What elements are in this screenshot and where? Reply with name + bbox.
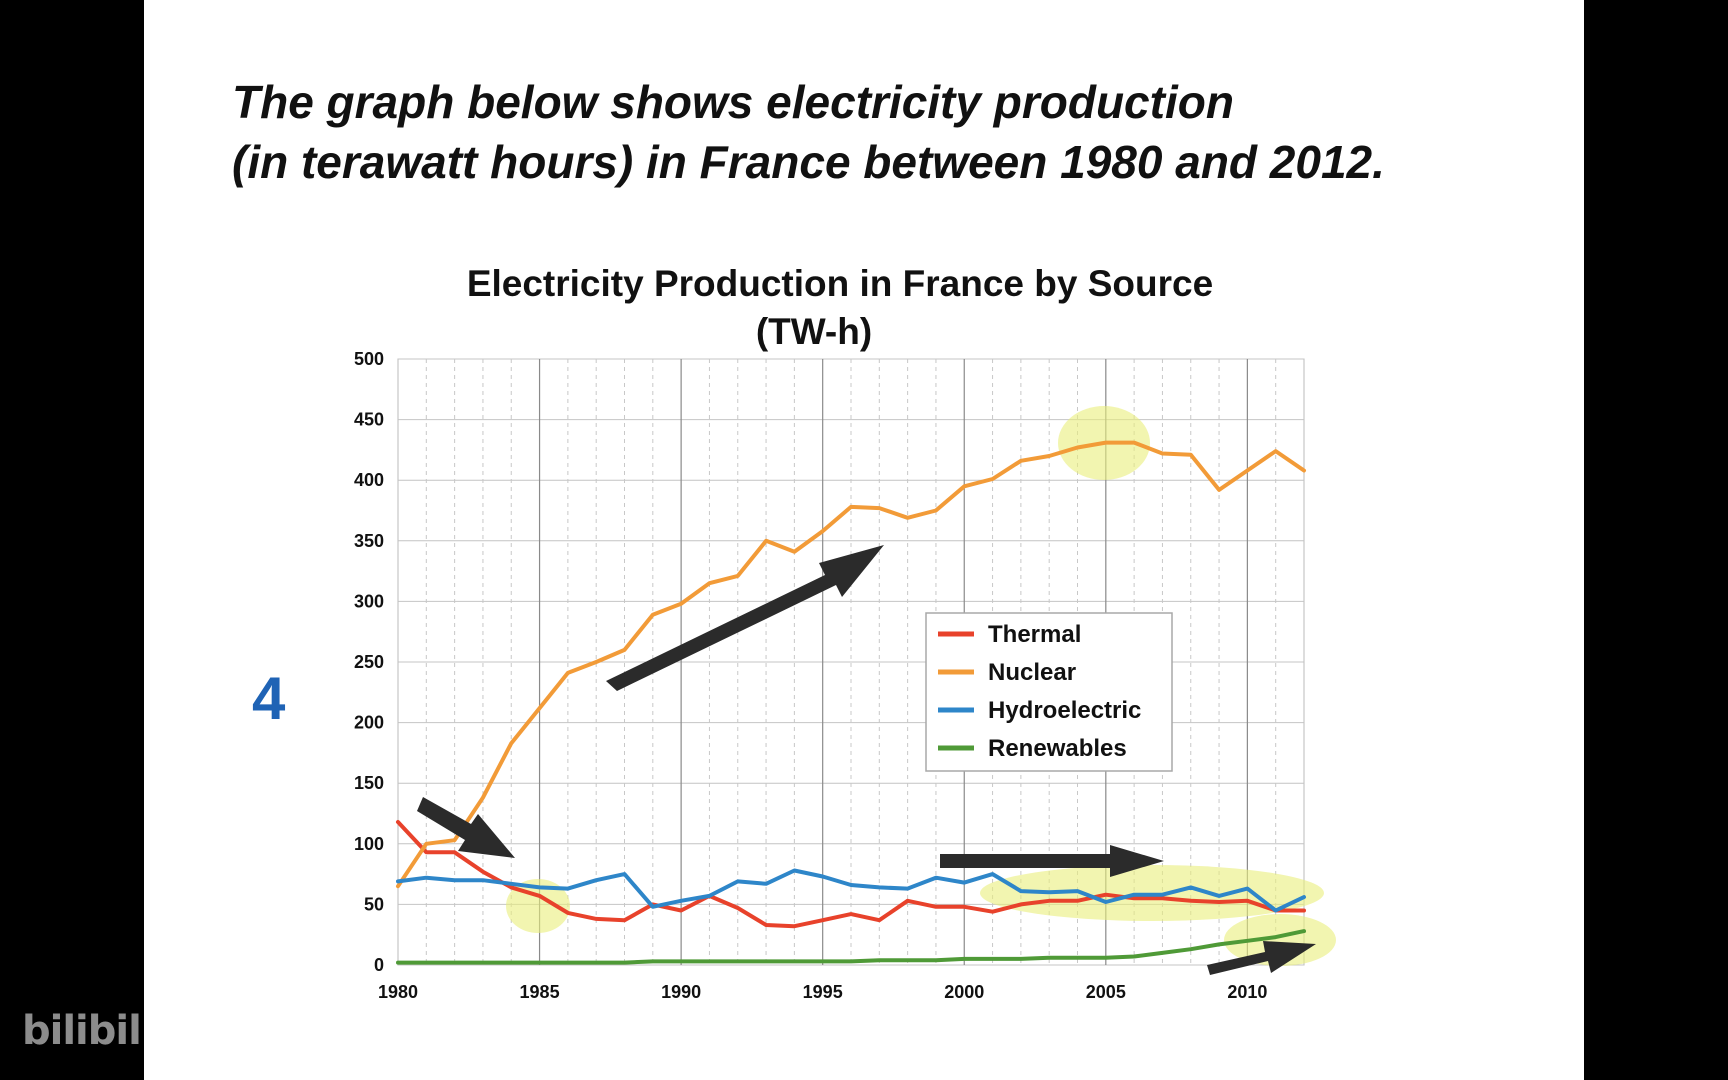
y-tick-label: 50 bbox=[364, 894, 384, 914]
chart-title-line-2: (TW-h) bbox=[756, 311, 872, 352]
y-tick-label: 350 bbox=[354, 531, 384, 551]
legend-box bbox=[925, 612, 1173, 772]
series-line-thermal bbox=[396, 820, 1306, 929]
arrow-renewables-up-icon bbox=[1207, 941, 1316, 975]
x-tick-label: 2000 bbox=[944, 982, 984, 1002]
series-line-hydroelectric bbox=[396, 868, 1306, 913]
series-line-nuclear bbox=[396, 440, 1306, 889]
arrow-nuclear-up-icon bbox=[606, 545, 884, 691]
slide-heading: The graph below shows electricity produc… bbox=[232, 72, 1572, 192]
y-tick-label: 0 bbox=[374, 955, 384, 975]
chart-grid bbox=[397, 358, 1305, 966]
y-tick-label: 250 bbox=[354, 652, 384, 672]
y-tick-label: 400 bbox=[354, 470, 384, 490]
x-axis-tick-labels: 1980 1985 1990 1995 2000 2005 2010 bbox=[378, 982, 1267, 1002]
series-line-renewables bbox=[396, 929, 1306, 965]
y-tick-label: 500 bbox=[354, 349, 384, 369]
y-tick-label: 150 bbox=[354, 773, 384, 793]
legend-label-nuclear: Nuclear bbox=[988, 659, 1076, 686]
legend-label-thermal: Thermal bbox=[988, 621, 1081, 648]
x-tick-label: 1995 bbox=[803, 982, 843, 1002]
chart-title-line-1: Electricity Production in France by Sour… bbox=[467, 263, 1213, 304]
x-tick-label: 1985 bbox=[520, 982, 560, 1002]
x-tick-label: 2005 bbox=[1086, 982, 1126, 1002]
arrow-flat-right-icon bbox=[940, 845, 1164, 877]
x-tick-label: 1980 bbox=[378, 982, 418, 1002]
chart-legend: Thermal Nuclear Hydroelectric Renewables bbox=[925, 612, 1173, 772]
y-tick-label: 450 bbox=[354, 410, 384, 430]
arrow-annotations bbox=[417, 545, 1316, 975]
slide-heading-line-1: The graph below shows electricity produc… bbox=[232, 76, 1234, 128]
y-tick-label: 300 bbox=[354, 591, 384, 611]
y-tick-label: 100 bbox=[354, 834, 384, 854]
slide-number: 4 bbox=[252, 665, 286, 732]
slide: The graph below shows electricity produc… bbox=[144, 0, 1584, 1080]
legend-label-renewables: Renewables bbox=[988, 735, 1127, 762]
x-tick-label: 1990 bbox=[661, 982, 701, 1002]
slide-heading-line-2: (in terawatt hours) in France between 19… bbox=[232, 136, 1385, 188]
x-tick-label: 2010 bbox=[1227, 982, 1267, 1002]
chart-series bbox=[396, 440, 1306, 965]
y-axis-tick-labels: 0 50 100 150 200 250 300 350 400 450 500 bbox=[354, 349, 384, 975]
highlight-renewables-rise bbox=[1224, 914, 1336, 966]
legend-label-hydroelectric: Hydroelectric bbox=[988, 697, 1141, 724]
arrow-thermal-down-icon bbox=[417, 797, 515, 858]
y-tick-label: 200 bbox=[354, 713, 384, 733]
watermark-logo: bilibili bbox=[22, 1008, 155, 1054]
